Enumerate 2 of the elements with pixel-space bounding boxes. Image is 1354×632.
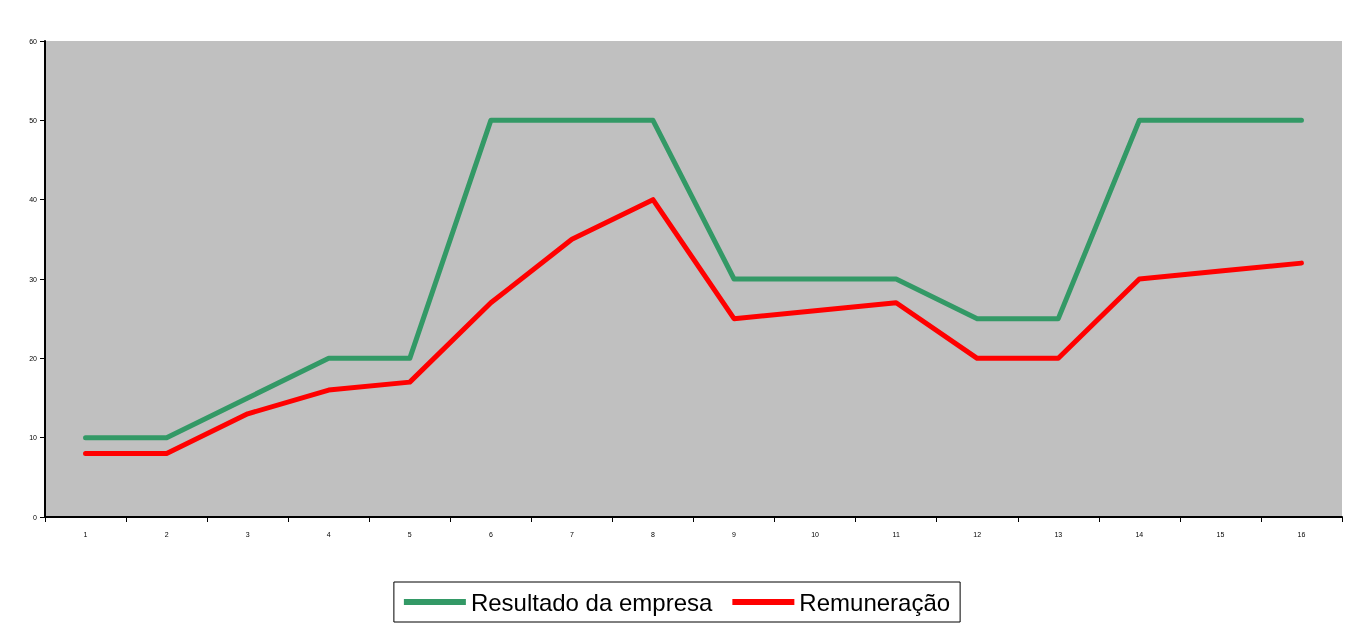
legend-label: Resultado da empresa: [470, 588, 714, 616]
legend-label: Remuneração: [799, 588, 951, 616]
